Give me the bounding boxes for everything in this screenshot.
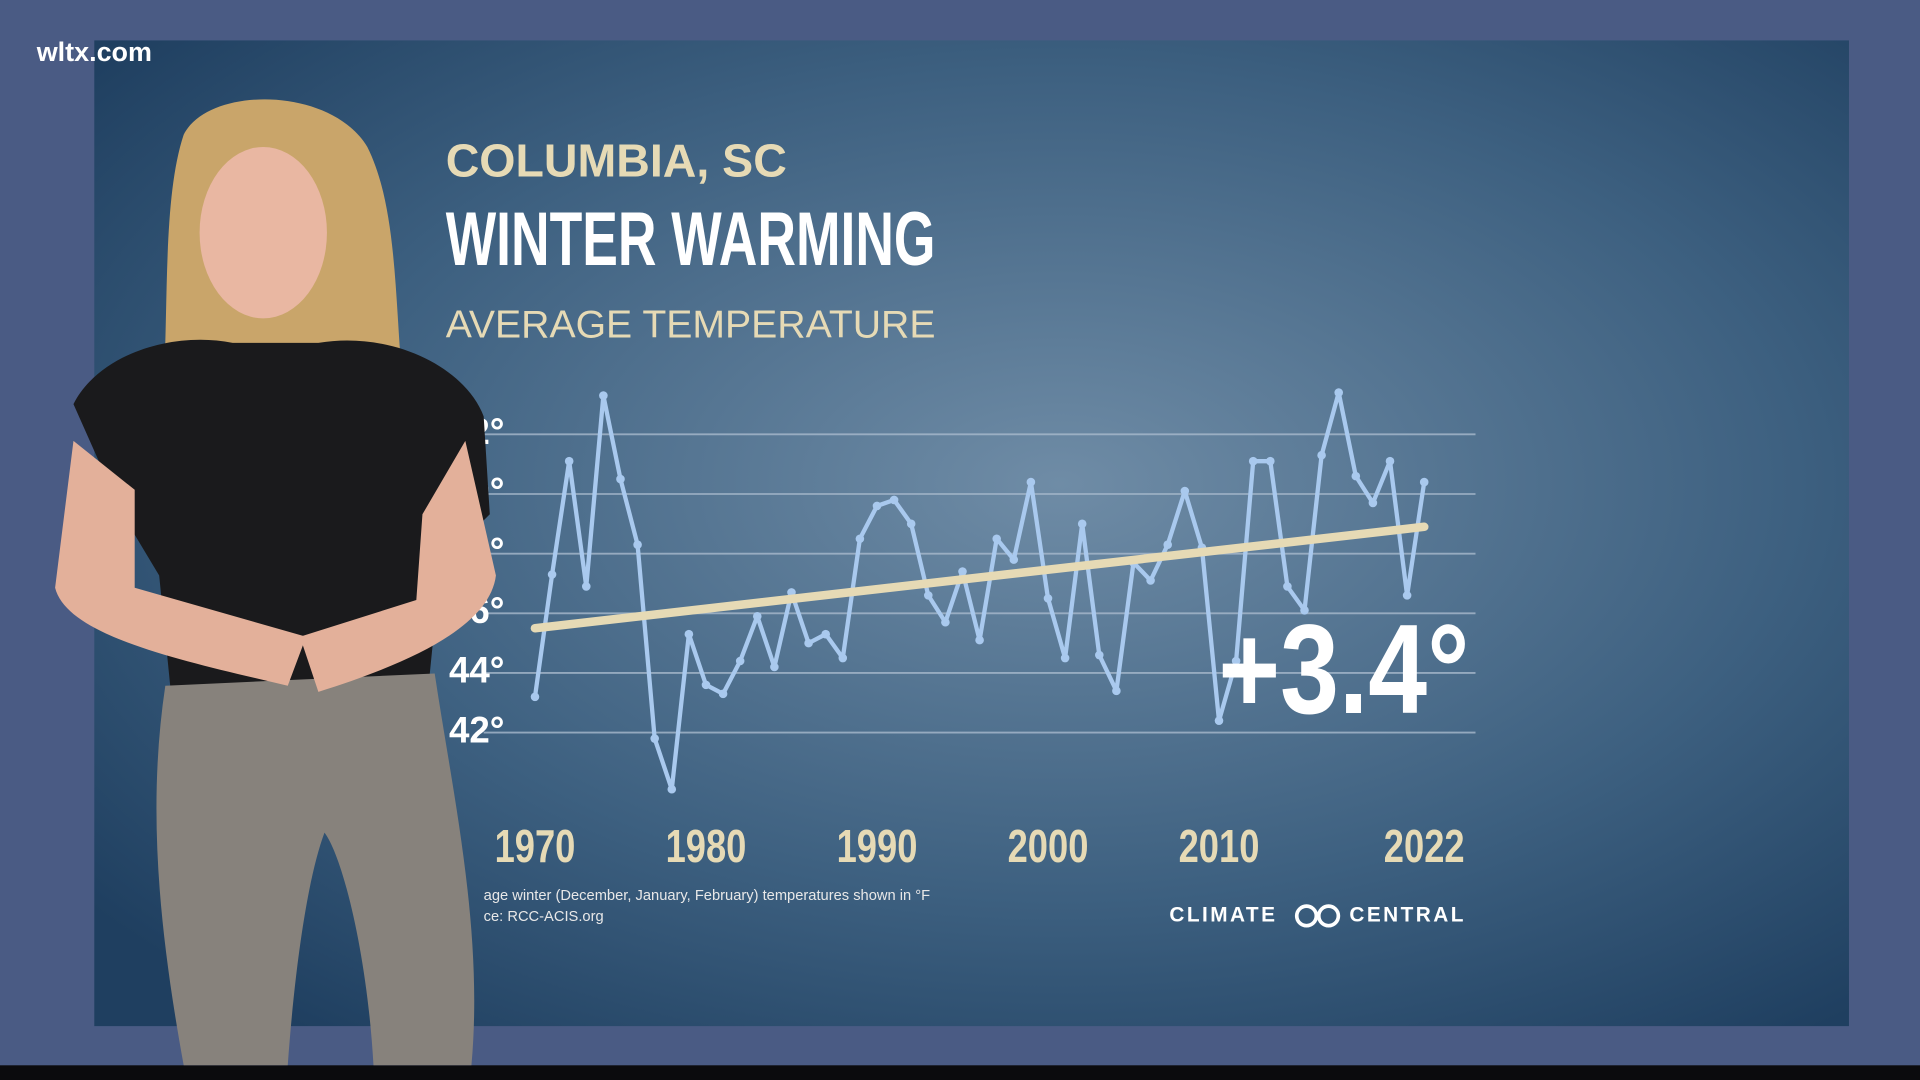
data-point bbox=[1266, 456, 1275, 466]
data-point bbox=[581, 582, 591, 591]
data-point bbox=[1146, 576, 1155, 585]
data-point bbox=[906, 519, 916, 529]
logo-icon bbox=[1294, 904, 1341, 928]
data-point bbox=[650, 734, 659, 743]
logo-text: CLIMATE bbox=[1169, 903, 1277, 926]
x-tick-label: 2000 bbox=[1008, 820, 1089, 872]
data-point bbox=[855, 534, 865, 544]
data-point bbox=[1026, 477, 1036, 487]
data-point bbox=[684, 629, 694, 639]
bottom-bar bbox=[0, 1065, 1920, 1080]
data-point bbox=[1043, 594, 1053, 603]
data-point bbox=[735, 656, 745, 666]
data-point bbox=[1334, 388, 1343, 397]
data-point bbox=[1351, 471, 1361, 481]
data-point bbox=[1283, 582, 1292, 591]
data-point bbox=[958, 567, 967, 576]
data-point bbox=[1112, 686, 1121, 696]
data-point bbox=[530, 692, 540, 702]
y-tick-label: 44° bbox=[449, 650, 505, 691]
y-axis-label: AVERAGE TEMPERATURE bbox=[446, 303, 936, 346]
data-point bbox=[718, 689, 728, 699]
data-point bbox=[1214, 716, 1224, 725]
data-point bbox=[1060, 653, 1070, 663]
x-tick-label: 2022 bbox=[1384, 820, 1465, 872]
annotation: +3.4° bbox=[1218, 598, 1469, 740]
data-point bbox=[1095, 650, 1104, 660]
data-point bbox=[1300, 606, 1309, 615]
data-point bbox=[547, 570, 557, 579]
plot: 42°44°46°48°50°52°1970198019902000201020… bbox=[449, 388, 1476, 872]
x-tick-label: 1970 bbox=[495, 820, 576, 872]
data-point bbox=[975, 635, 984, 645]
data-point bbox=[924, 591, 933, 600]
data-point bbox=[1368, 498, 1378, 508]
data-point bbox=[872, 501, 882, 511]
footnote: ce: RCC-ACIS.org bbox=[484, 909, 604, 925]
footnote: age winter (December, January, February)… bbox=[484, 888, 930, 904]
data-point bbox=[1248, 456, 1258, 466]
data-point bbox=[1077, 519, 1087, 529]
x-tick-label: 1990 bbox=[837, 820, 918, 872]
y-tick-label: 42° bbox=[449, 709, 505, 750]
data-point bbox=[701, 680, 711, 690]
trend-line bbox=[530, 522, 1429, 633]
data-point bbox=[992, 534, 1001, 544]
chart-title: COLUMBIA, SC bbox=[446, 134, 787, 186]
x-tick-label: 1980 bbox=[666, 820, 747, 872]
data-point bbox=[1163, 540, 1172, 549]
data-point bbox=[1180, 486, 1190, 496]
data-point bbox=[667, 784, 677, 794]
data-point bbox=[1317, 450, 1326, 460]
data-point bbox=[770, 662, 779, 672]
data-point bbox=[599, 391, 608, 400]
data-point bbox=[1402, 591, 1412, 600]
data-point bbox=[1009, 555, 1019, 564]
data-point bbox=[804, 638, 813, 648]
chart-subtitle: WINTER WARMING bbox=[446, 197, 936, 282]
data-point bbox=[1231, 656, 1241, 666]
x-tick-label: 2010 bbox=[1179, 820, 1260, 872]
data-point bbox=[889, 495, 899, 505]
data-point bbox=[1419, 477, 1429, 487]
data-point bbox=[838, 653, 848, 663]
brand: wltx.com bbox=[36, 37, 152, 67]
data-point bbox=[616, 474, 625, 484]
data-point bbox=[752, 611, 762, 621]
data-point bbox=[564, 456, 574, 466]
data-point bbox=[941, 617, 950, 627]
data-point bbox=[821, 629, 830, 639]
data-point bbox=[1385, 456, 1395, 466]
logo-text: CENTRAL bbox=[1349, 903, 1466, 926]
data-point bbox=[633, 540, 642, 549]
presenter bbox=[55, 99, 496, 1066]
